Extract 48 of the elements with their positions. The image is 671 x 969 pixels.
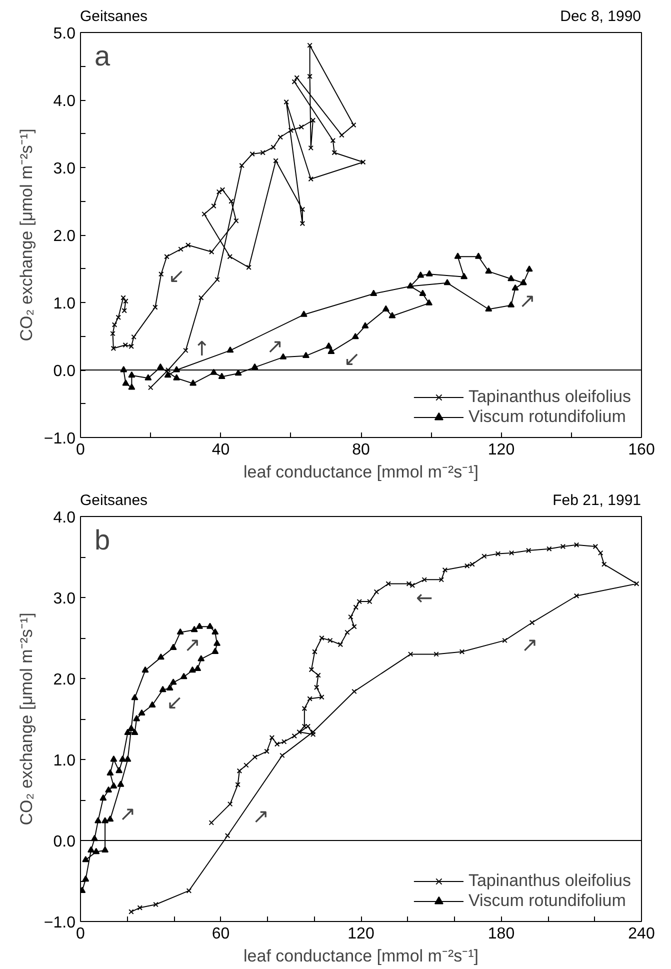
x-tick-label: 60 bbox=[212, 926, 230, 942]
x-tick-label: 40 bbox=[212, 442, 230, 458]
annotation: ↙ bbox=[168, 263, 186, 288]
y-tick-label: 5.0 bbox=[53, 26, 76, 42]
annotation: ↑ bbox=[194, 336, 210, 360]
y-tick-label: 3.0 bbox=[53, 160, 76, 178]
annotation: ↗ bbox=[266, 334, 284, 358]
annotation: ↙ bbox=[166, 690, 184, 714]
annotation: a bbox=[94, 40, 111, 72]
annotation: ↗ bbox=[119, 802, 136, 826]
legend-label: Viscum rotundifolium bbox=[468, 891, 626, 911]
y-tick-label: 1.0 bbox=[53, 296, 76, 312]
y-axis-title: CO₂ exchange [μmol m⁻²s⁻¹] bbox=[16, 612, 36, 826]
annotation: ↗ bbox=[252, 804, 270, 828]
annotation: ↗ bbox=[184, 632, 201, 656]
x-tick-label: 120 bbox=[348, 926, 374, 942]
y-axis-title: CO₂ exchange [μmol m⁻²s⁻¹] bbox=[16, 128, 36, 342]
y-tick-label: 4.0 bbox=[53, 93, 76, 110]
annotation: ↗ bbox=[521, 632, 538, 656]
legend-label: Tapinanthus oleifolius bbox=[468, 871, 631, 891]
x-tick-label: 0 bbox=[76, 926, 86, 942]
legend-label: Viscum rotundifolium bbox=[468, 407, 626, 427]
x-tick-label: 80 bbox=[352, 442, 370, 458]
x-tick-label: 0 bbox=[76, 442, 86, 458]
x-tick-label: 240 bbox=[628, 926, 655, 942]
chart-title: Geitsanes bbox=[80, 7, 148, 27]
annotation: ↗ bbox=[518, 288, 536, 312]
annotation: ↙ bbox=[344, 346, 360, 370]
x-axis-title: leaf conductance [mmol m⁻²s⁻¹] bbox=[244, 946, 478, 966]
x-tick-label: 180 bbox=[488, 926, 515, 942]
y-tick-label: 3.0 bbox=[53, 590, 76, 608]
annotation: b bbox=[94, 524, 110, 556]
chart-title: Geitsanes bbox=[80, 491, 148, 511]
legend-label: Tapinanthus oleifolius bbox=[468, 387, 631, 407]
annotation: ← bbox=[416, 585, 433, 610]
y-tick-label: 2.0 bbox=[53, 228, 76, 245]
y-tick-label: 1.0 bbox=[53, 752, 76, 770]
y-tick-label: −1.0 bbox=[44, 914, 76, 932]
y-tick-label: 0.0 bbox=[53, 363, 76, 380]
y-tick-label: 2.0 bbox=[53, 672, 76, 688]
x-tick-label: 160 bbox=[628, 442, 655, 458]
y-tick-label: −1.0 bbox=[44, 430, 76, 448]
x-tick-label: 120 bbox=[488, 442, 515, 458]
y-tick-label: 4.0 bbox=[53, 510, 76, 526]
chart-subtitle: Feb 21, 1991 bbox=[552, 491, 641, 511]
chart-subtitle: Dec 8, 1990 bbox=[560, 7, 641, 27]
x-axis-title: leaf conductance [mmol m⁻²s⁻¹] bbox=[244, 462, 478, 482]
y-tick-label: 0.0 bbox=[53, 834, 76, 850]
